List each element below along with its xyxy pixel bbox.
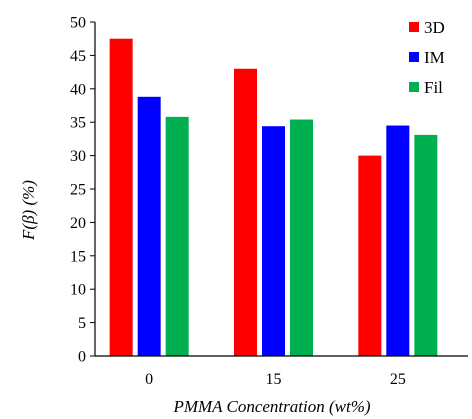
bar-3d-25 xyxy=(358,155,382,356)
x-tick-label: 0 xyxy=(145,371,153,388)
x-axis-title: PMMA Concentration (wt%) xyxy=(172,397,370,416)
legend-label-im: IM xyxy=(424,48,445,67)
bar-fil-0 xyxy=(165,116,189,356)
y-tick-label: 25 xyxy=(70,182,86,199)
bar-im-0 xyxy=(137,96,161,356)
bars-layer xyxy=(109,38,438,356)
legend-label-fil: Fil xyxy=(424,78,443,97)
bar-im-25 xyxy=(386,125,410,356)
legend-swatch-im xyxy=(409,52,419,62)
x-ticks-layer: 0 15 25 xyxy=(145,371,406,388)
bar-fil-15 xyxy=(290,119,313,356)
bar-3d-0 xyxy=(109,38,133,356)
y-tick-label: 0 xyxy=(78,349,86,366)
legend: 3D IM Fil xyxy=(409,18,445,97)
y-ticks-layer: 0 5 10 15 20 25 30 35 40 45 50 xyxy=(70,15,95,366)
y-tick-label: 5 xyxy=(78,315,86,332)
y-axis-title: F(β) (%) xyxy=(19,180,38,241)
bar-fil-25 xyxy=(414,134,438,356)
y-tick-label: 50 xyxy=(70,15,86,32)
legend-swatch-3d xyxy=(409,22,419,32)
legend-swatch-fil xyxy=(409,82,419,92)
y-tick-label: 15 xyxy=(70,248,86,265)
y-tick-label: 30 xyxy=(70,148,86,165)
y-tick-label: 45 xyxy=(70,48,86,65)
bar-im-15 xyxy=(262,126,285,356)
x-tick-label: 25 xyxy=(390,371,406,388)
bar-3d-15 xyxy=(234,68,257,356)
y-tick-label: 35 xyxy=(70,115,86,132)
x-tick-label: 15 xyxy=(266,371,282,388)
y-tick-label: 40 xyxy=(70,81,86,98)
y-tick-label: 10 xyxy=(70,282,86,299)
y-tick-label: 20 xyxy=(70,215,86,232)
legend-label-3d: 3D xyxy=(424,18,445,37)
